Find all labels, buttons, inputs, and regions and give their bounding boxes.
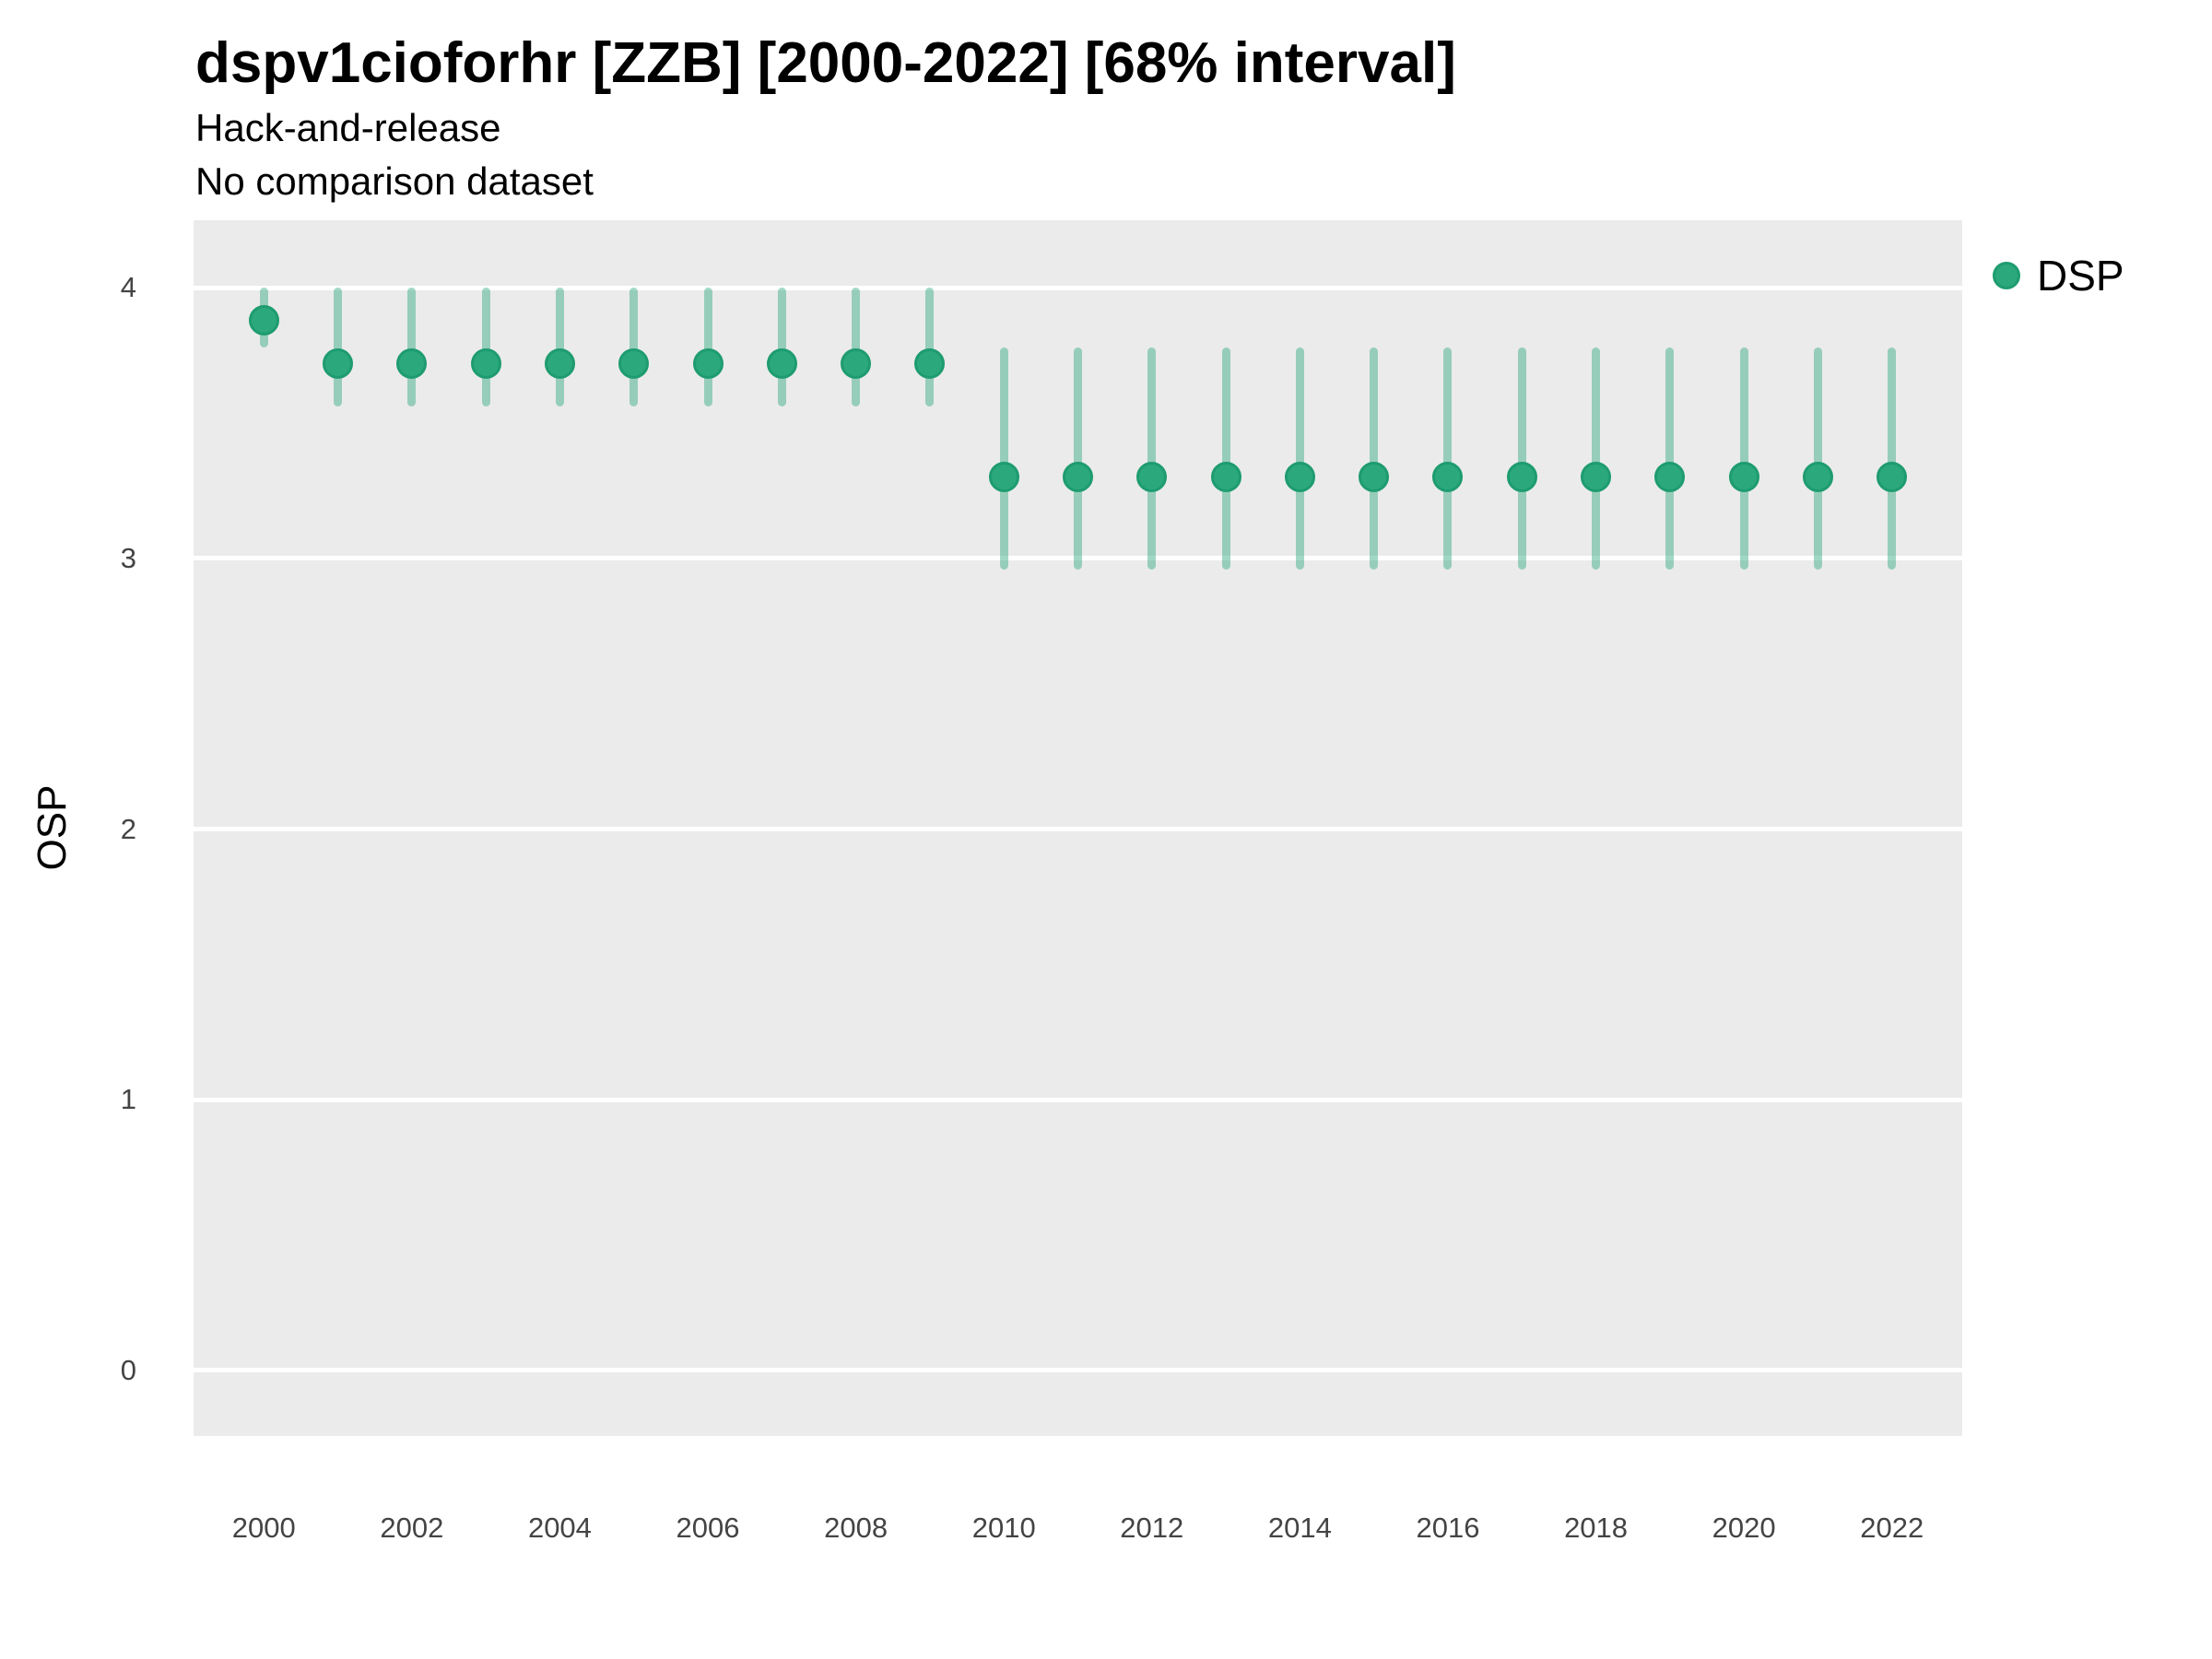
x-tick-label-2012: 2012: [1120, 1512, 1184, 1544]
chart-title: dspv1cioforhr [ZZB] [2000-2022] [68% int…: [195, 31, 1456, 95]
point-2011: [1063, 462, 1093, 493]
point-2005: [618, 347, 650, 379]
point-2013: [1210, 462, 1241, 493]
point-2002: [396, 347, 428, 379]
x-tick-label-2022: 2022: [1860, 1512, 1924, 1544]
interval-2016: [1443, 347, 1453, 570]
interval-2022: [1888, 347, 1897, 570]
x-tick-label-2000: 2000: [231, 1512, 296, 1544]
gridline-y-2: [194, 827, 1962, 832]
x-tick-label-2016: 2016: [1416, 1512, 1480, 1544]
interval-2013: [1221, 347, 1230, 570]
x-tick-label-2004: 2004: [527, 1512, 592, 1544]
point-2012: [1136, 462, 1168, 493]
gridline-y-3: [194, 556, 1962, 561]
interval-2003: [481, 288, 490, 407]
y-tick-label-2: 2: [120, 812, 136, 845]
interval-2011: [1074, 347, 1082, 570]
point-2007: [766, 347, 797, 379]
legend-point-icon: [1993, 262, 2020, 289]
chart-subtitle-line1: Hack-and-release: [195, 106, 501, 149]
interval-2005: [629, 288, 639, 407]
interval-2002: [407, 288, 417, 407]
y-tick-label-3: 3: [120, 541, 136, 574]
point-2017: [1506, 462, 1537, 493]
legend-label: DSP: [2037, 252, 2124, 300]
interval-2008: [852, 288, 861, 407]
point-2016: [1432, 462, 1464, 493]
legend: DSP: [1993, 249, 2124, 302]
point-2015: [1359, 462, 1390, 493]
interval-2017: [1517, 347, 1526, 570]
point-2006: [692, 347, 724, 379]
interval-2012: [1147, 347, 1157, 570]
point-2009: [914, 347, 946, 379]
point-2003: [470, 347, 501, 379]
x-tick-label-2020: 2020: [1712, 1512, 1776, 1544]
y-tick-label-4: 4: [120, 271, 136, 304]
point-2014: [1284, 462, 1315, 493]
interval-2009: [925, 288, 935, 407]
x-tick-label-2002: 2002: [380, 1512, 444, 1544]
interval-2014: [1295, 347, 1304, 570]
y-tick-label-1: 1: [120, 1083, 136, 1116]
interval-2015: [1370, 347, 1379, 570]
interval-2010: [999, 347, 1008, 570]
interval-2019: [1665, 347, 1675, 570]
point-2000: [248, 304, 279, 335]
point-2010: [988, 462, 1019, 493]
point-2018: [1581, 462, 1612, 493]
point-2001: [323, 347, 354, 379]
gridline-y-1: [194, 1097, 1962, 1102]
interval-2007: [777, 288, 786, 407]
interval-2006: [703, 288, 712, 407]
point-2021: [1802, 462, 1833, 493]
point-2020: [1728, 462, 1759, 493]
interval-2004: [555, 288, 564, 407]
gridline-y-4: [194, 285, 1962, 290]
chart-subtitle-line2: No comparison dataset: [195, 159, 594, 203]
interval-2020: [1739, 347, 1748, 570]
x-tick-label-2018: 2018: [1564, 1512, 1629, 1544]
interval-2018: [1592, 347, 1601, 570]
point-2008: [841, 347, 872, 379]
y-tick-label-0: 0: [120, 1353, 136, 1386]
x-tick-label-2006: 2006: [676, 1512, 740, 1544]
x-tick-label-2010: 2010: [971, 1512, 1036, 1544]
x-tick-label-2014: 2014: [1267, 1512, 1332, 1544]
interval-2001: [334, 288, 343, 407]
plot-panel: [194, 220, 1962, 1436]
interval-2021: [1813, 347, 1822, 570]
x-tick-label-2008: 2008: [824, 1512, 888, 1544]
gridline-y-0: [194, 1368, 1962, 1373]
point-2022: [1877, 462, 1908, 493]
point-2004: [544, 347, 575, 379]
point-2019: [1654, 462, 1686, 493]
